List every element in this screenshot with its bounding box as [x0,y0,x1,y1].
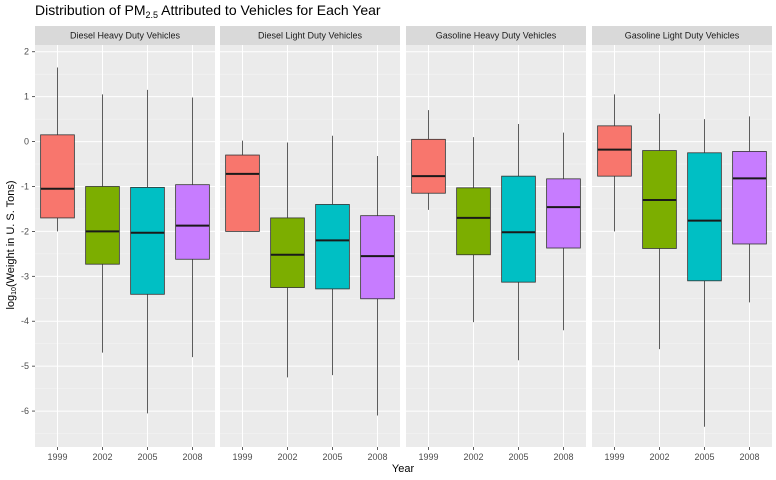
x-tick-label: 2005 [694,452,714,462]
x-tick-label: 2008 [553,452,573,462]
box-1999 [225,154,260,232]
boxplot-2008 [546,132,581,331]
facet-panel: Gasoline Light Duty Vehicles 1999 2002 2005… [592,26,772,462]
boxplot-2005 [501,124,536,361]
x-tick-label: 2002 [463,452,483,462]
facet-strip [220,26,400,45]
boxplot-1999 [597,94,632,232]
y-tick-label: 2 [24,47,29,57]
facet-strip-label: Diesel Light Duty Vehicles [258,31,363,41]
y-axis-title-prefix: log [5,295,17,310]
x-tick-label: 2002 [277,452,297,462]
facet-strip [592,26,772,45]
x-tick-label: 2005 [322,452,342,462]
facet-strip [406,26,586,45]
y-axis: 2 1 0 -1 -2 -3 -4 -5 -6 [21,47,35,416]
facet-strip [35,26,215,45]
y-axis-title: log10(Weight in U. S. Tons) [5,180,18,309]
x-tick-label: 2008 [367,452,387,462]
boxplot-2005 [130,89,165,414]
y-axis-title-subscript: 10 [11,287,18,295]
y-tick-label: 0 [24,137,29,147]
box-2008 [546,178,581,249]
box-2002 [270,217,305,288]
box-2005 [687,152,722,282]
box-2008 [360,215,395,300]
boxplot-2005 [687,119,722,427]
x-tick-label: 2002 [649,452,669,462]
x-tick-label: 1999 [232,452,252,462]
boxplot-2005 [315,135,350,376]
chart-title: Distribution of PM2.5 Attributed to Vehi… [35,2,381,20]
facet-panels: Diesel Heavy Duty Vehicles 1999 2002 2005 20… [35,26,772,462]
box-2005 [130,186,165,295]
panel-background [592,45,772,447]
boxplot-2008 [175,97,210,358]
boxplot-2002 [456,137,491,323]
x-tick-label: 2005 [508,452,528,462]
y-tick-label: -2 [21,226,29,236]
y-tick-label: -3 [21,271,29,281]
facet-strip-label: Gasoline Light Duty Vehicles [625,31,740,41]
facet-strip-label: Diesel Heavy Duty Vehicles [70,31,181,41]
box-1999 [411,138,446,194]
x-tick-label: 1999 [418,452,438,462]
y-tick-label: -5 [21,361,29,371]
x-tick-label: 2002 [92,452,112,462]
x-tick-label: 2005 [137,452,157,462]
chart-title-prefix: Distribution of PM [35,2,145,18]
boxplot-2008 [360,155,395,416]
x-tick-label: 2008 [182,452,202,462]
boxplot-2002 [85,94,120,353]
box-2002 [456,187,491,256]
boxplot-2002 [270,142,305,378]
y-tick-label: -1 [21,181,29,191]
facet-strip-label: Gasoline Heavy Duty Vehicles [436,31,557,41]
y-axis-title-suffix: (Weight in U. S. Tons) [5,180,17,287]
x-tick-label: 1999 [47,452,67,462]
boxplot-2008 [732,116,767,303]
boxplot-2002 [642,113,677,350]
x-tick-label: 2008 [739,452,759,462]
box-1999 [40,134,75,219]
chart-title-subscript: 2.5 [145,10,158,20]
boxplot-1999 [225,140,260,232]
facet-panel: Diesel Heavy Duty Vehicles 1999 2002 2005 20… [35,26,215,462]
box-1999 [597,125,632,177]
y-tick-label: -6 [21,406,29,416]
boxplot-1999 [40,67,75,232]
chart-title-suffix: Attributed to Vehicles for Each Year [158,2,381,18]
x-tick-label: 1999 [604,452,624,462]
box-2005 [315,204,350,290]
box-2008 [175,184,210,260]
box-2005 [501,175,536,283]
y-tick-label: 1 [24,92,29,102]
x-axis-title: Year [392,463,415,475]
boxplot-1999 [411,110,446,210]
box-2002 [85,186,120,265]
box-2008 [732,151,767,245]
facet-panel: Diesel Light Duty Vehicles 1999 2002 2005 20… [220,26,400,462]
y-tick-label: -4 [21,316,29,326]
facet-panel: Gasoline Heavy Duty Vehicles 1999 2002 2005… [406,26,586,462]
